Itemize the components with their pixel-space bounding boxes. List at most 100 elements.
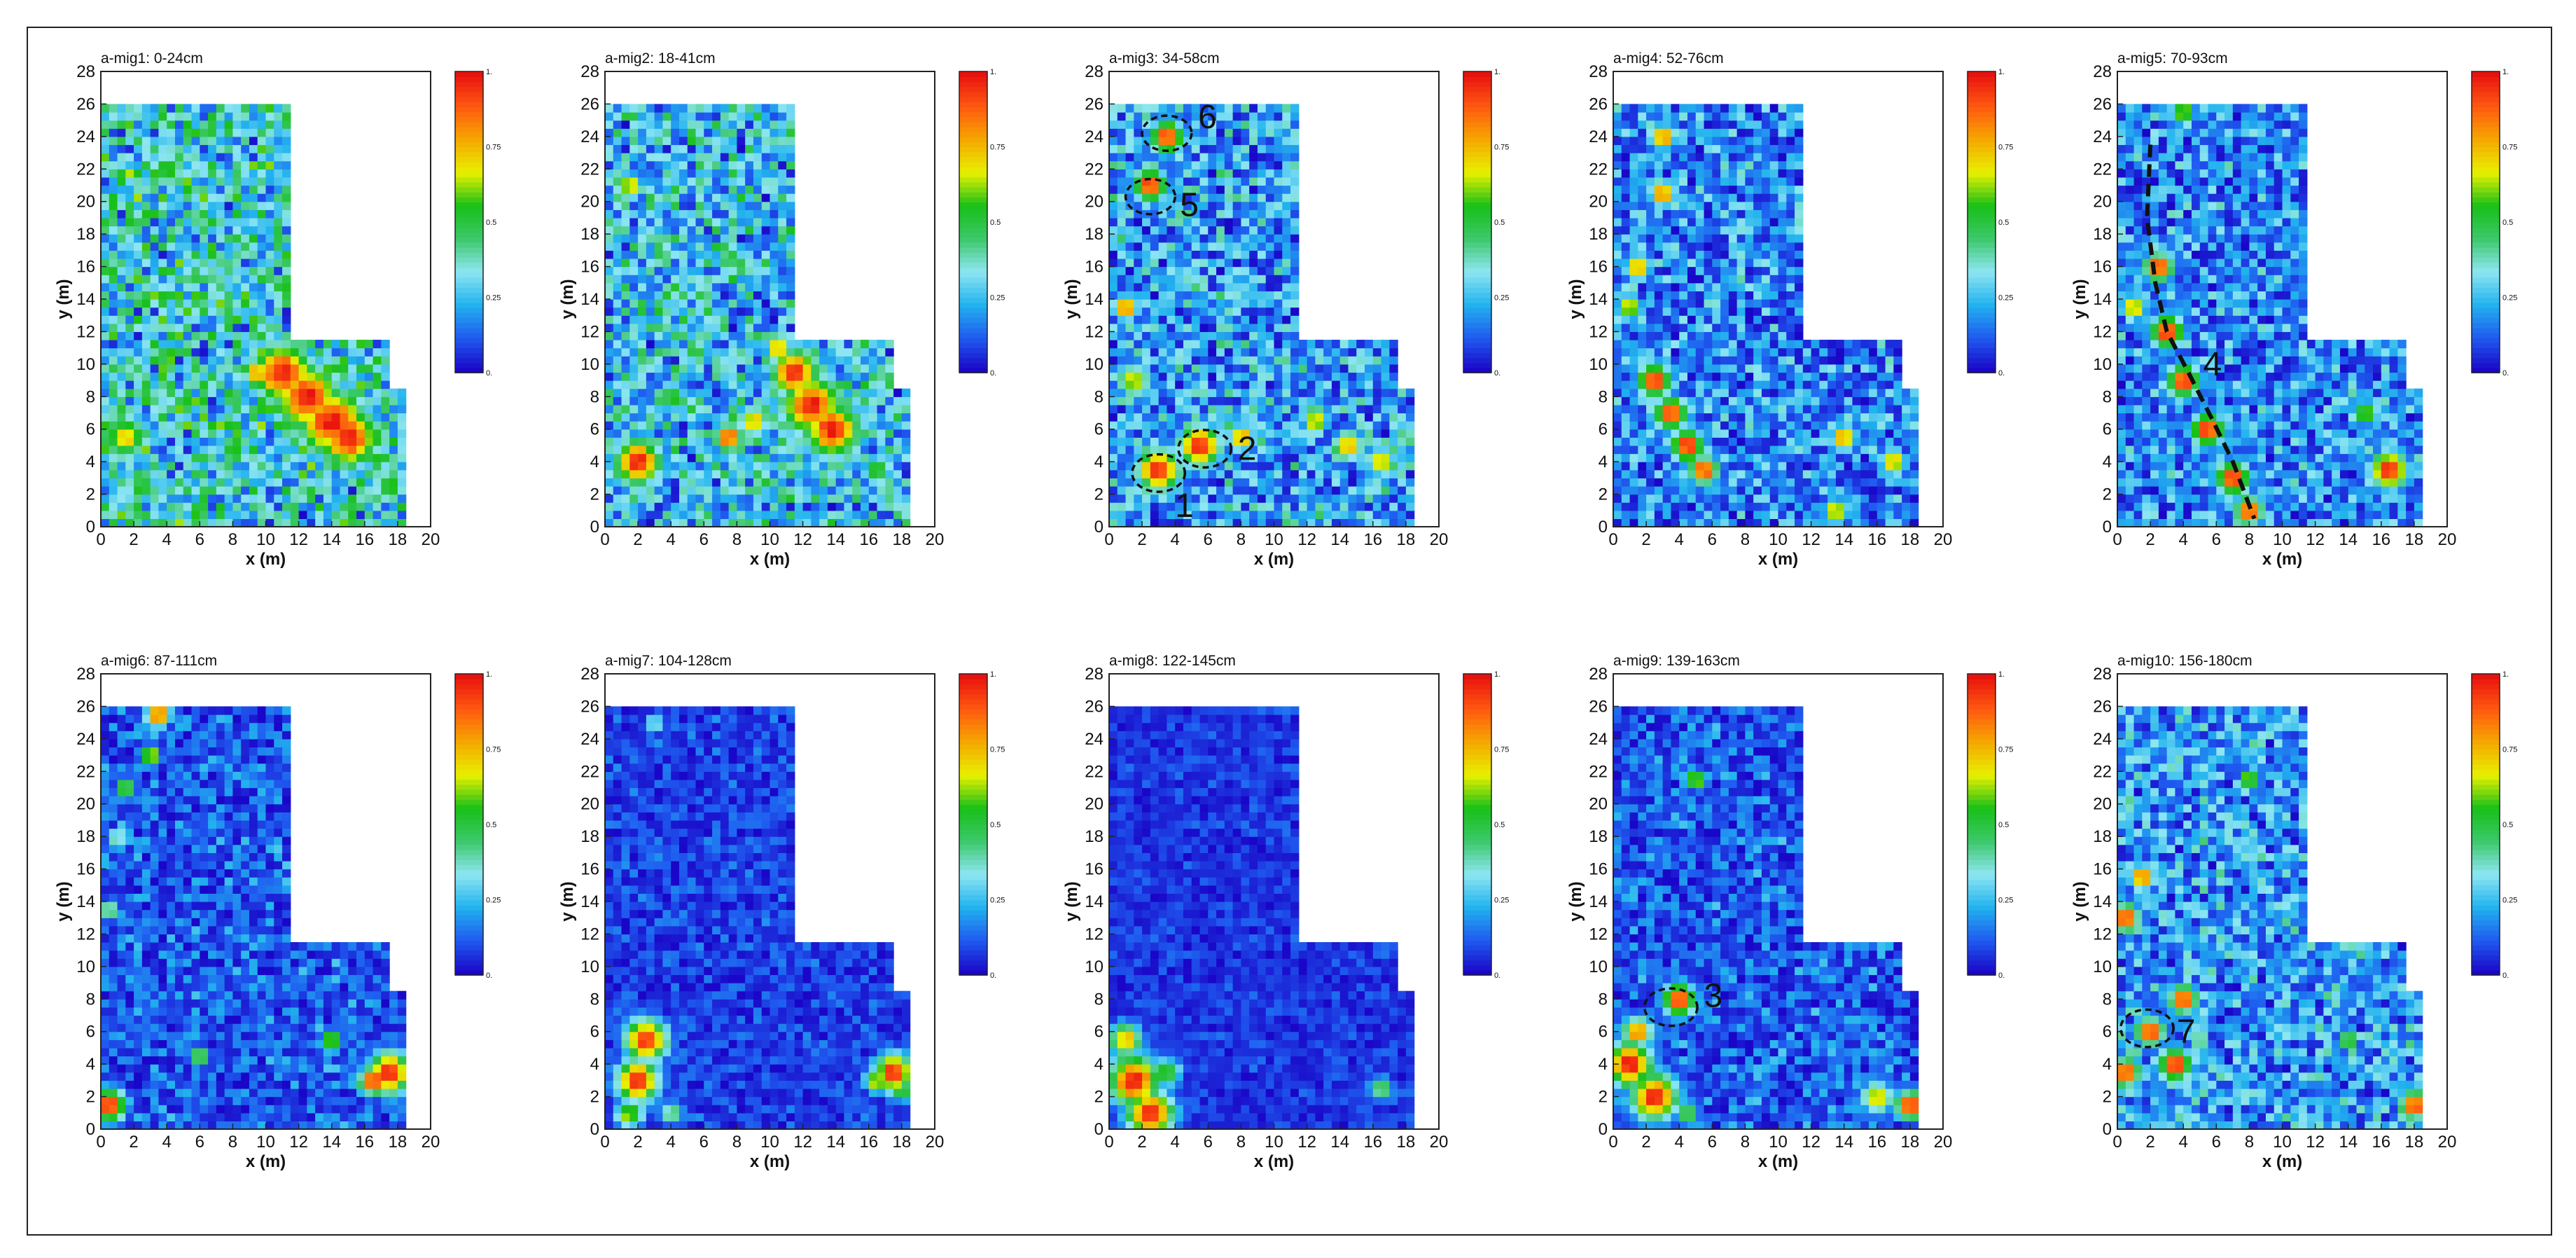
- heat-cell: [728, 404, 738, 414]
- y-tick-label: 4: [86, 452, 95, 471]
- heat-cell: [1257, 469, 1267, 478]
- heat-cell: [712, 242, 721, 251]
- heat-cell: [720, 258, 730, 268]
- heat-cell: [1249, 307, 1258, 316]
- heat-cell: [158, 421, 167, 430]
- colorbar-segment: [1463, 212, 1491, 218]
- heat-cell: [1249, 502, 1258, 511]
- colorbar-segment: [455, 367, 483, 373]
- colorbar-segment: [959, 337, 987, 343]
- colorbar-segment: [1463, 232, 1491, 238]
- x-tick-label: 16: [355, 530, 374, 549]
- heat-cell: [1249, 209, 1258, 219]
- heat-cell: [1109, 413, 1118, 422]
- heat-cell: [249, 396, 258, 406]
- heat-cell: [835, 478, 845, 487]
- heat-cell: [216, 185, 225, 194]
- heat-cell: [646, 356, 655, 365]
- heat-cell: [629, 275, 639, 284]
- heat-cell: [150, 453, 160, 462]
- heat-cell: [1621, 356, 1631, 365]
- heat-cell: [877, 445, 886, 455]
- heat-cell: [249, 120, 258, 129]
- heat-cell: [761, 323, 771, 333]
- heat-cell: [216, 291, 225, 300]
- heat-cell: [1356, 478, 1365, 487]
- heat-cell: [1274, 445, 1283, 455]
- heat-cell: [720, 291, 730, 300]
- heat-cell: [728, 453, 738, 462]
- heat-cell: [877, 437, 886, 446]
- heat-cell: [720, 478, 730, 487]
- heat-cell: [1356, 453, 1365, 462]
- heat-cell: [101, 323, 110, 333]
- heat-cell: [183, 136, 193, 146]
- heat-cell: [1134, 136, 1143, 146]
- heat-cell: [191, 340, 200, 349]
- heat-cell: [134, 453, 143, 462]
- heat-cell: [835, 485, 845, 495]
- colorbar-segment: [1463, 362, 1491, 368]
- heat-cell: [1232, 136, 1242, 146]
- heat-cell: [737, 518, 746, 527]
- heat-cell: [1621, 258, 1631, 268]
- heat-cell: [1621, 421, 1631, 430]
- heat-cell: [101, 136, 110, 146]
- heat-cell: [1125, 144, 1134, 153]
- heat-cell: [1315, 429, 1324, 438]
- heat-cell: [356, 437, 365, 446]
- heat-cell: [662, 266, 671, 275]
- heat-cell: [678, 518, 688, 527]
- heat-cell: [1117, 347, 1127, 357]
- colorbar-segment: [1463, 237, 1491, 243]
- heat-cell: [1257, 315, 1267, 324]
- heat-cell: [1158, 494, 1168, 503]
- heat-cell: [183, 104, 193, 113]
- heat-cell: [117, 364, 126, 373]
- heat-cell: [728, 201, 738, 210]
- heat-cell: [141, 469, 151, 478]
- heat-cell: [1290, 275, 1300, 284]
- heat-cell: [1142, 242, 1151, 251]
- heat-cell: [1372, 453, 1382, 462]
- heat-cell: [852, 469, 861, 478]
- heat-cell: [613, 364, 622, 373]
- heat-cell: [232, 429, 242, 438]
- heat-cell: [232, 413, 242, 422]
- heat-cell: [298, 404, 307, 414]
- heat-cell: [174, 217, 184, 227]
- heat-cell: [1613, 396, 1622, 406]
- heat-cell: [778, 177, 787, 186]
- heat-cell: [621, 380, 630, 389]
- heat-cell: [307, 404, 316, 414]
- heat-cell: [770, 136, 779, 146]
- heat-cell: [1216, 201, 1225, 210]
- heat-cell: [224, 396, 234, 406]
- heat-cell: [737, 331, 746, 340]
- heat-cell: [753, 518, 763, 527]
- heat-cell: [1150, 510, 1160, 519]
- heat-cell: [174, 478, 184, 487]
- heat-cell: [1117, 275, 1127, 284]
- heat-cell: [1339, 510, 1349, 519]
- heat-cell: [282, 120, 291, 129]
- heat-cell: [638, 347, 647, 357]
- heat-cell: [134, 266, 143, 275]
- heat-cell: [1389, 485, 1398, 495]
- heat-cell: [1175, 485, 1184, 495]
- heat-cell: [265, 193, 274, 202]
- heat-cell: [662, 217, 671, 227]
- heat-cell: [241, 331, 250, 340]
- heat-cell: [109, 307, 118, 316]
- y-tick-label: 22: [1085, 160, 1103, 179]
- heat-cell: [1315, 340, 1324, 349]
- colorbar-segment: [1463, 307, 1491, 313]
- heat-cell: [257, 234, 267, 243]
- heat-cell: [778, 193, 787, 202]
- heat-cell: [621, 469, 630, 478]
- heat-cell: [174, 160, 184, 170]
- heat-cell: [282, 242, 291, 251]
- heat-cell: [1298, 462, 1308, 471]
- heat-cell: [621, 340, 630, 349]
- heat-cell: [373, 404, 382, 414]
